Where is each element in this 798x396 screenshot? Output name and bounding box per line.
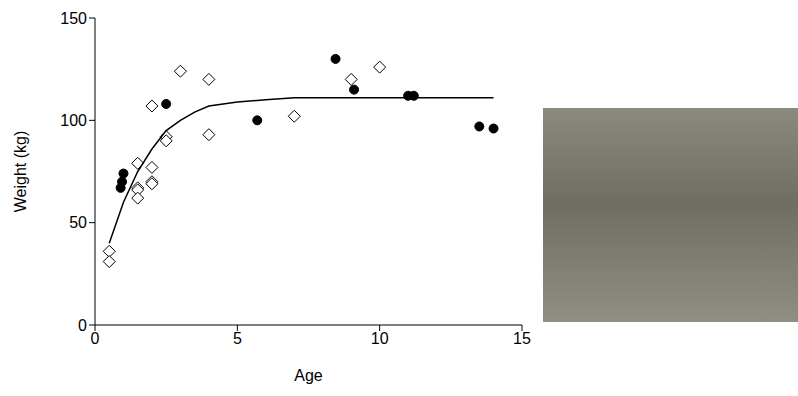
svg-text:15: 15	[513, 330, 531, 347]
svg-text:150: 150	[60, 10, 87, 27]
svg-text:Age: Age	[294, 367, 323, 384]
svg-text:100: 100	[60, 112, 87, 129]
svg-text:10: 10	[371, 330, 389, 347]
svg-text:0: 0	[78, 317, 87, 334]
svg-text:0: 0	[91, 330, 100, 347]
svg-text:50: 50	[69, 214, 87, 231]
svg-text:5: 5	[233, 330, 242, 347]
svg-text:Weight (kg): Weight (kg)	[12, 131, 29, 213]
